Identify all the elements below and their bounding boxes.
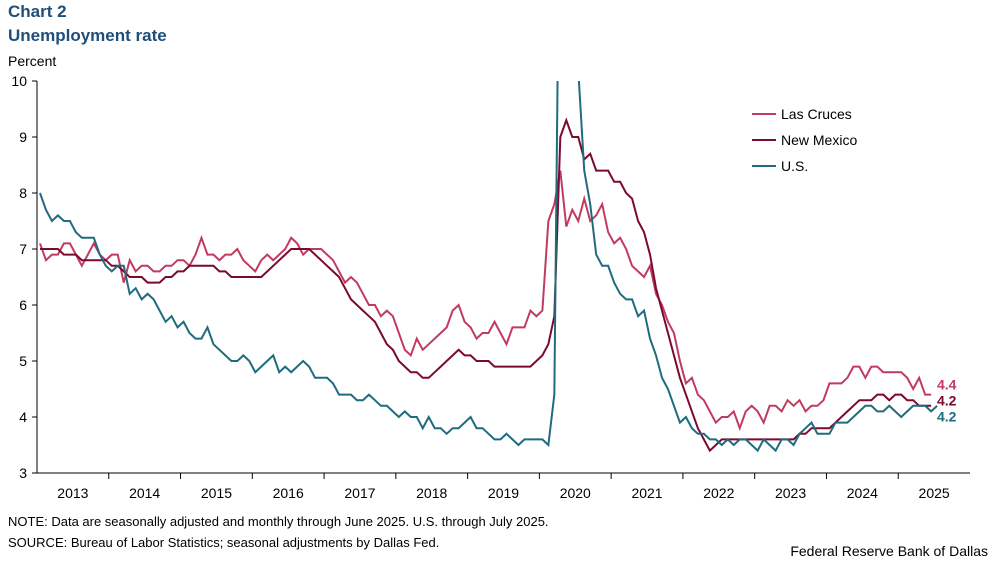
credit: Federal Reserve Bank of Dallas: [790, 543, 988, 559]
y-tick-label: 7: [19, 241, 27, 257]
note: NOTE: Data are seasonally adjusted and m…: [8, 514, 549, 529]
y-tick-label: 3: [19, 465, 27, 481]
y-tick-label: 8: [19, 185, 27, 201]
source: SOURCE: Bureau of Labor Statistics; seas…: [8, 535, 439, 550]
x-tick-label: 2014: [129, 485, 160, 501]
x-tick-label: 2023: [775, 485, 806, 501]
x-tick-label: 2025: [919, 485, 950, 501]
x-tick-label: 2020: [560, 485, 591, 501]
end-label: 4.4: [937, 377, 957, 393]
y-tick-label: 6: [19, 297, 27, 313]
series-line: [39, 81, 938, 453]
y-tick-label: 5: [19, 353, 27, 369]
y-tick-label: 4: [19, 409, 27, 425]
series-line: [39, 170, 932, 432]
x-tick-label: 2017: [344, 485, 375, 501]
x-tick-label: 2019: [488, 485, 519, 501]
legend-label: New Mexico: [781, 132, 857, 148]
y-tick-label: 10: [11, 73, 27, 89]
y-tick-label: 9: [19, 129, 27, 145]
chart-title: Chart 2: [8, 2, 67, 21]
x-tick-label: 2022: [703, 485, 734, 501]
chart-subtitle: Unemployment rate: [8, 26, 167, 45]
y-axis-label: Percent: [8, 53, 56, 69]
x-tick-label: 2016: [273, 485, 304, 501]
x-tick-label: 2018: [416, 485, 447, 501]
end-label: 4.2: [937, 409, 957, 425]
x-tick-label: 2021: [631, 485, 662, 501]
end-label: 4.2: [937, 393, 957, 409]
legend-label: U.S.: [781, 158, 808, 174]
legend-label: Las Cruces: [781, 106, 852, 122]
x-tick-label: 2024: [847, 485, 878, 501]
x-tick-label: 2013: [57, 485, 88, 501]
x-tick-label: 2015: [201, 485, 232, 501]
